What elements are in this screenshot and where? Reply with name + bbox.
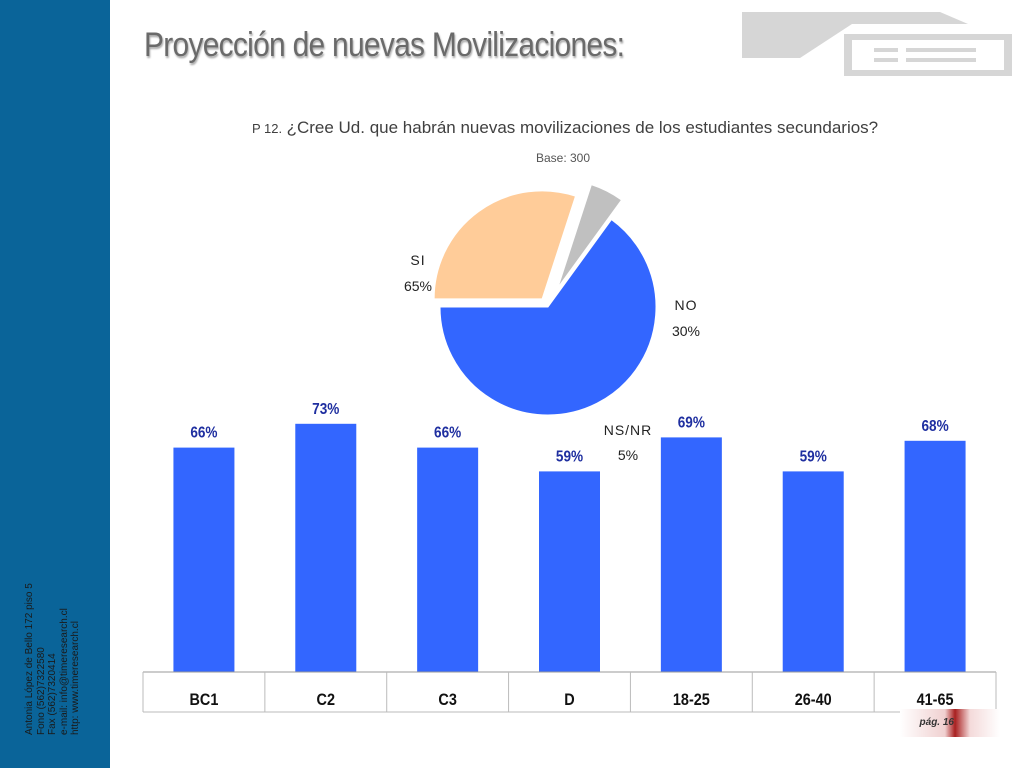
question: P 12. ¿Cree Ud. que habrán nuevas movili…: [252, 118, 878, 138]
pie-slice-ns-nr: [557, 184, 623, 288]
bar-c3: [417, 447, 479, 672]
pie-label-si: SI: [410, 252, 425, 268]
pie-slice-si: [439, 218, 657, 416]
pie-label-ns-nr: NS/NR: [604, 422, 653, 438]
bar-c2: [295, 423, 357, 672]
pie-value-ns-nr: 5%: [618, 447, 638, 463]
pie-value-no: 30%: [672, 323, 700, 339]
bar-26-40: [782, 471, 844, 672]
pie-slice-no: [433, 190, 577, 300]
bar-value-label-26-40: 59%: [800, 448, 827, 465]
question-number: P 12.: [252, 121, 283, 136]
bar-value-label-bc1: 66%: [190, 425, 217, 442]
x-tick-label-26-40: 26-40: [795, 691, 832, 709]
x-tick-label-18-25: 18-25: [673, 691, 710, 709]
bar-18-25: [660, 437, 722, 672]
pie-label-no: NO: [675, 297, 698, 313]
x-tick-label-bc1: BC1: [189, 691, 218, 709]
bar-bc1: [173, 447, 235, 672]
x-tick-label-c3: C3: [438, 691, 457, 709]
document-logo-icon: [742, 12, 1012, 76]
x-tick-label-c2: C2: [317, 691, 336, 709]
bar-value-label-d: 59%: [556, 448, 583, 465]
bar-d: [539, 471, 600, 672]
bar-value-label-c2: 73%: [312, 401, 339, 418]
page-title: Proyección de nuevas Movilizaciones:: [144, 26, 625, 64]
question-text: ¿Cree Ud. que habrán nuevas movilizacion…: [286, 118, 879, 137]
pie-value-si: 65%: [404, 278, 432, 294]
sidebar: Antonia López de Bello 172 piso 5 Fono (…: [0, 0, 110, 768]
bar-value-label-c3: 66%: [434, 425, 461, 442]
page-footer: pág. 16: [900, 709, 1000, 737]
x-tick-label-41-65: 41-65: [917, 691, 954, 709]
bar-value-label-18-25: 69%: [678, 414, 705, 431]
bar-41-65: [904, 440, 966, 672]
page-number: pág. 16: [919, 717, 954, 728]
bar-value-label-41-65: 68%: [921, 418, 948, 435]
sample-base: Base: 300: [535, 151, 591, 165]
x-tick-label-d: D: [564, 691, 574, 709]
